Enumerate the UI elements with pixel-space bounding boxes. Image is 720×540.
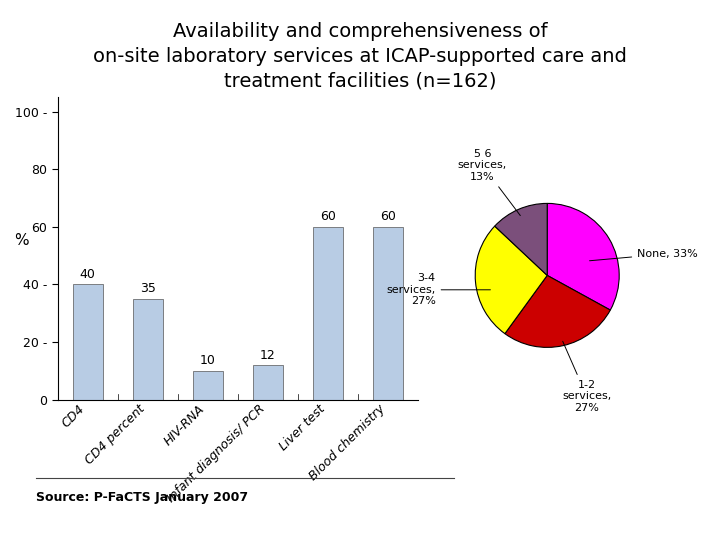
Bar xyxy=(73,285,102,400)
Wedge shape xyxy=(505,275,611,347)
Wedge shape xyxy=(547,204,619,310)
Text: 12: 12 xyxy=(260,349,276,362)
Text: 35: 35 xyxy=(140,282,156,295)
Text: 1-2
services,
27%: 1-2 services, 27% xyxy=(562,341,611,413)
Text: None, 33%: None, 33% xyxy=(590,249,698,261)
Text: 10: 10 xyxy=(199,354,215,367)
Text: Availability and comprehensiveness of
on-site laboratory services at ICAP-suppor: Availability and comprehensiveness of on… xyxy=(93,22,627,91)
Text: 5 6
services,
13%: 5 6 services, 13% xyxy=(458,148,521,215)
Text: 3-4
services,
27%: 3-4 services, 27% xyxy=(387,273,490,306)
Bar xyxy=(312,227,343,400)
Bar xyxy=(192,371,222,400)
Wedge shape xyxy=(495,204,547,275)
Text: 60: 60 xyxy=(320,211,336,224)
Wedge shape xyxy=(475,226,547,334)
Bar xyxy=(132,299,163,400)
Text: Source: P-FaCTS January 2007: Source: P-FaCTS January 2007 xyxy=(36,491,248,504)
Bar xyxy=(372,227,402,400)
Bar xyxy=(253,365,282,400)
Text: 40: 40 xyxy=(80,268,96,281)
Text: 60: 60 xyxy=(379,211,395,224)
Y-axis label: %: % xyxy=(14,233,29,248)
